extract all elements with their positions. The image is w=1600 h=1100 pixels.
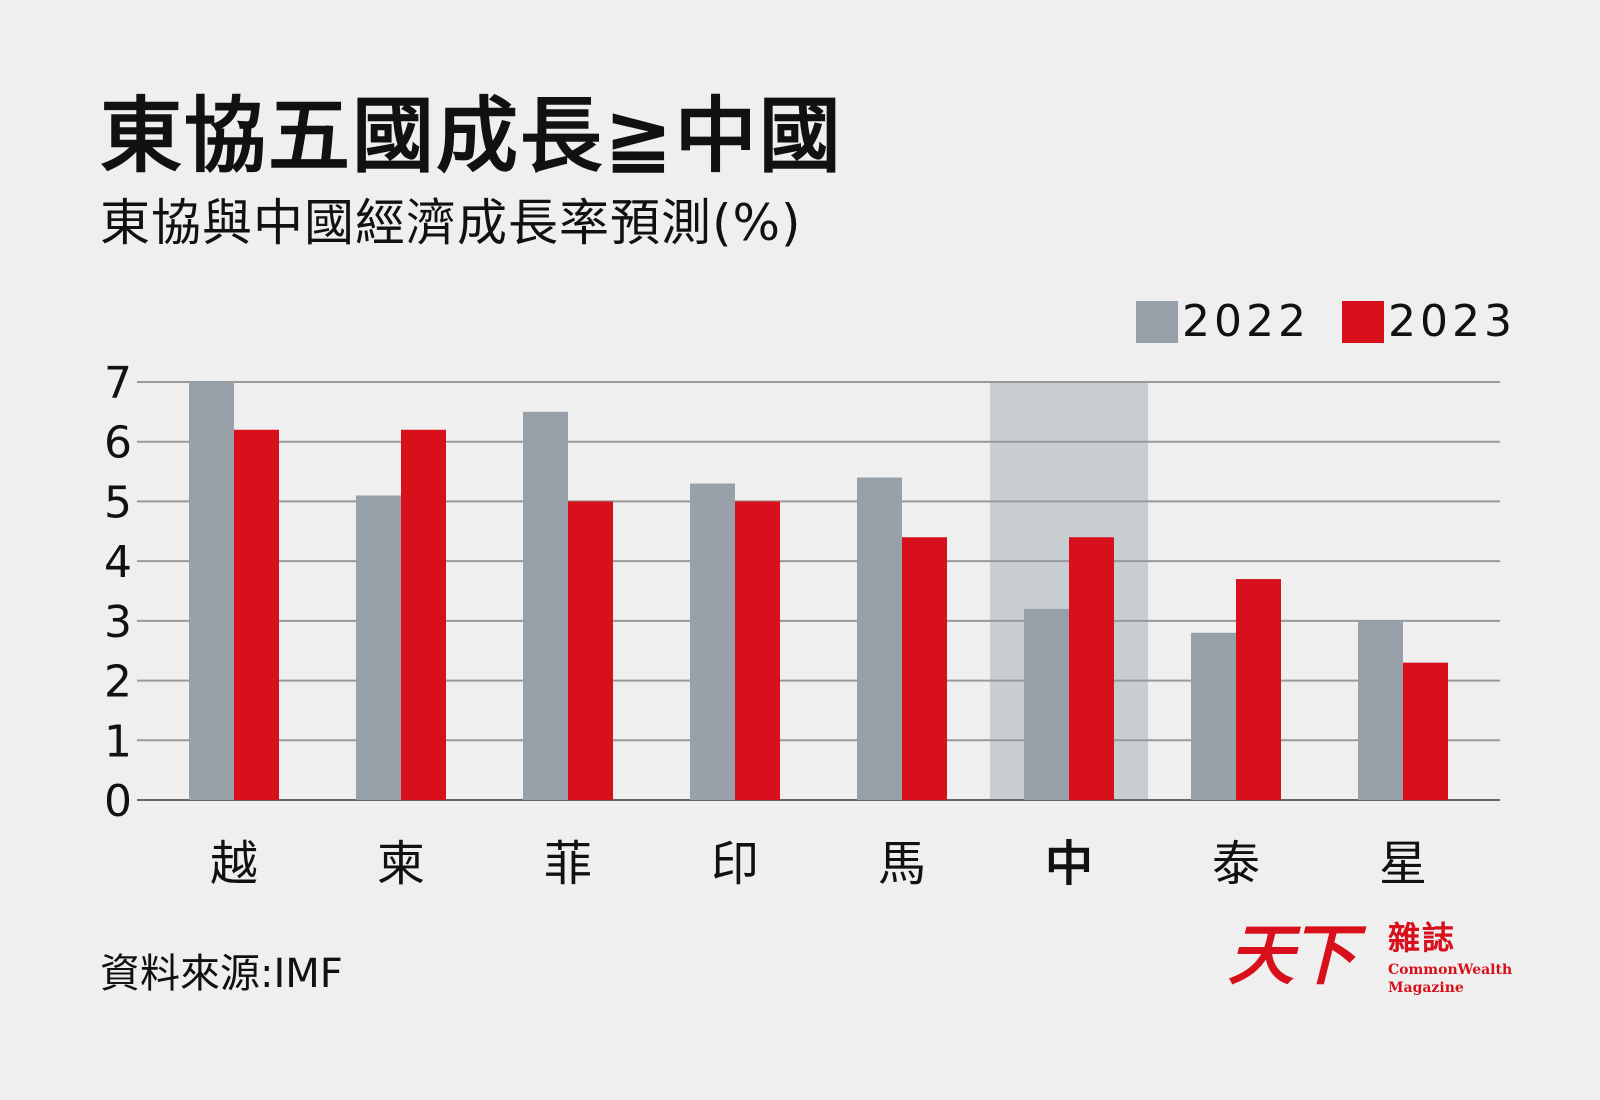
- legend-label-2022: 2022: [1182, 296, 1310, 347]
- bar-2022: [523, 411, 568, 800]
- publisher-logo: 天下 雜誌 CommonWealth Magazine: [1228, 916, 1512, 1008]
- bar-2023: [1236, 579, 1281, 800]
- y-tick-label: 1: [104, 716, 132, 767]
- bar-2023: [902, 537, 947, 800]
- logo-en-line2: Magazine: [1388, 979, 1464, 996]
- bar-2022: [690, 483, 735, 800]
- chart-subtitle: 東協與中國經濟成長率預測(%): [100, 194, 802, 252]
- y-tick-label: 6: [104, 418, 132, 469]
- bar-2022: [1358, 620, 1403, 800]
- x-category-label: 星: [1379, 836, 1427, 892]
- y-tick-label: 4: [104, 537, 132, 588]
- bar-2023: [568, 501, 613, 800]
- x-category-label: 中: [1045, 836, 1093, 892]
- bar-2022: [1191, 632, 1236, 800]
- legend-swatch-2023: [1342, 301, 1384, 343]
- bar-2022: [1024, 608, 1069, 800]
- bar-2022: [189, 382, 234, 800]
- logo-wordmark: 天下: [1228, 916, 1356, 994]
- source-note: 資料來源:IMF: [100, 951, 343, 997]
- logo-subtitle-zh: 雜誌: [1388, 919, 1457, 957]
- chart-legend: 2022 2023: [0, 300, 1600, 350]
- bar-2023: [1069, 537, 1114, 800]
- legend-label-2023: 2023: [1388, 296, 1516, 347]
- x-category-label: 印: [711, 836, 759, 892]
- bar-chart: 0 1 2 3 4 5 6 7 越 柬 菲 印 馬 中 泰 星: [104, 358, 1500, 892]
- legend-swatch-2022: [1136, 301, 1178, 343]
- bar-2023: [401, 429, 446, 800]
- x-category-label: 馬: [878, 836, 926, 892]
- legend-item-2023: 2023: [1342, 300, 1516, 344]
- chart-title: 東協五國成長≧中國: [100, 89, 843, 184]
- logo-subtitle-en: CommonWealth Magazine: [1388, 962, 1512, 997]
- bar-2023: [1403, 662, 1448, 800]
- bar-2023: [234, 429, 279, 800]
- bar-2022: [857, 477, 902, 800]
- x-category-label: 越: [210, 836, 258, 892]
- y-tick-label: 3: [104, 597, 132, 648]
- legend-item-2022: 2022: [1136, 300, 1310, 344]
- logo-en-line1: CommonWealth: [1388, 962, 1513, 978]
- x-category-label: 柬: [377, 836, 425, 892]
- bar-2023: [735, 501, 780, 800]
- y-tick-label: 2: [104, 657, 132, 708]
- y-tick-label: 5: [104, 477, 132, 528]
- x-category-label: 菲: [544, 836, 592, 892]
- x-category-label: 泰: [1212, 836, 1260, 892]
- bar-2022: [356, 495, 401, 800]
- y-tick-label: 0: [104, 776, 132, 827]
- y-tick-label: 7: [104, 358, 132, 409]
